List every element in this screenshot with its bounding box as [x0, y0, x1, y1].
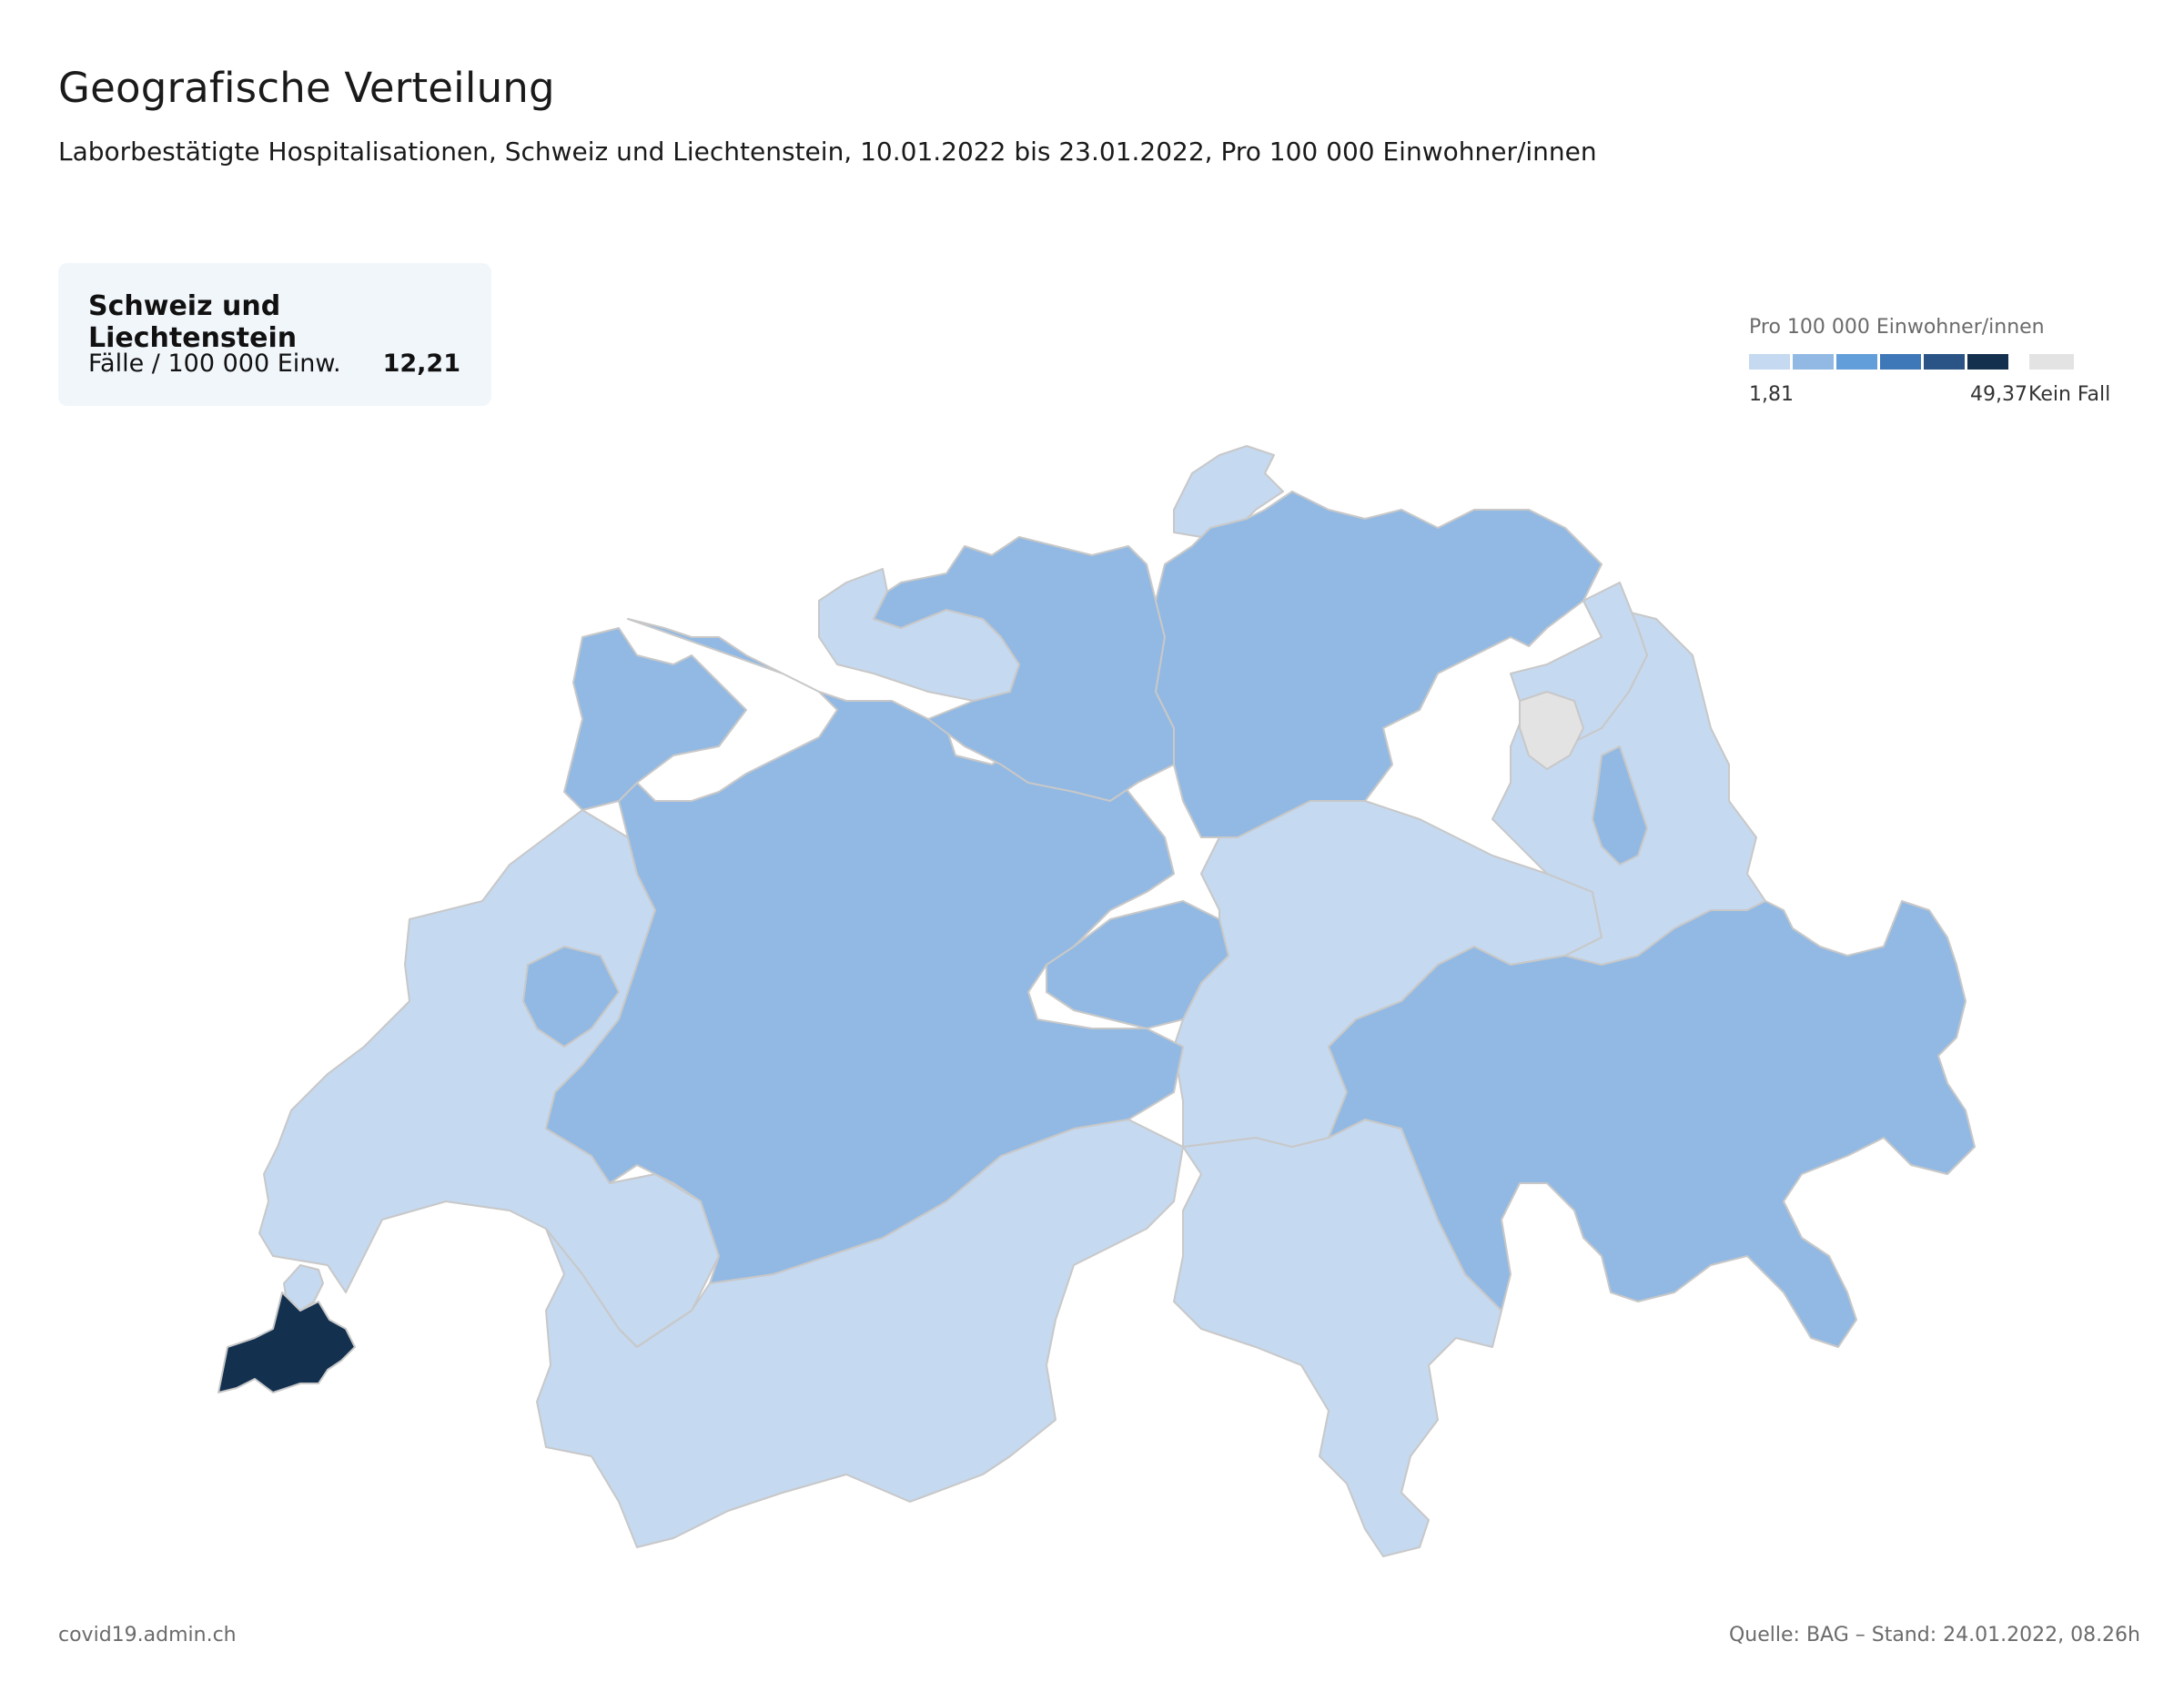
legend-swatch-3 — [1836, 354, 1877, 370]
legend-color-scale — [1749, 354, 2008, 370]
legend-no-case-label: Kein Fall — [2028, 383, 2111, 406]
legend-swatch-1 — [1749, 354, 1790, 370]
summary-title: Schweiz und Liechtenstein — [88, 290, 298, 354]
legend-swatch-2 — [1793, 354, 1834, 370]
region-geneva[interactable] — [217, 1292, 356, 1393]
legend-swatch-4 — [1880, 354, 1921, 370]
legend-min-label: 1,81 — [1749, 383, 1794, 406]
map-legend: Pro 100 000 Einwohner/innen 1,81 49,37 K… — [1749, 316, 2131, 407]
region-fribourg[interactable] — [522, 946, 620, 1048]
region-zurich-thurgau[interactable] — [1155, 491, 1603, 838]
page-title: Geografische Verteilung — [58, 64, 555, 112]
region-geneva-corridor[interactable] — [283, 1264, 324, 1312]
region-appenzell-inner[interactable] — [1519, 691, 1584, 770]
region-aargau-solothurn[interactable] — [873, 536, 1175, 802]
region-rhine-valley[interactable] — [1592, 745, 1648, 866]
footer-site[interactable]: covid19.admin.ch — [58, 1624, 237, 1646]
legend-title: Pro 100 000 Einwohner/innen — [1749, 316, 2045, 339]
region-graubunden[interactable] — [1328, 900, 1976, 1348]
summary-value: 12,21 — [382, 350, 460, 378]
legend-max-label: 49,37 — [1970, 383, 2027, 406]
summary-card: Schweiz und Liechtenstein Fälle / 100 00… — [58, 263, 491, 406]
region-schaffhausen[interactable] — [1173, 445, 1284, 538]
legend-swatch-6 — [1967, 354, 2008, 370]
region-neuchatel-jura[interactable] — [563, 627, 747, 811]
legend-no-case-swatch — [2029, 354, 2074, 370]
region-zug-nidwalden[interactable] — [1046, 900, 1229, 1029]
summary-label: Fälle / 100 000 Einw. — [88, 350, 341, 378]
page-subtitle: Laborbestätigte Hospitalisationen, Schwe… — [58, 137, 1597, 167]
legend-swatch-5 — [1924, 354, 1965, 370]
footer-source: Quelle: BAG – Stand: 24.01.2022, 08.26h — [1728, 1624, 2140, 1646]
